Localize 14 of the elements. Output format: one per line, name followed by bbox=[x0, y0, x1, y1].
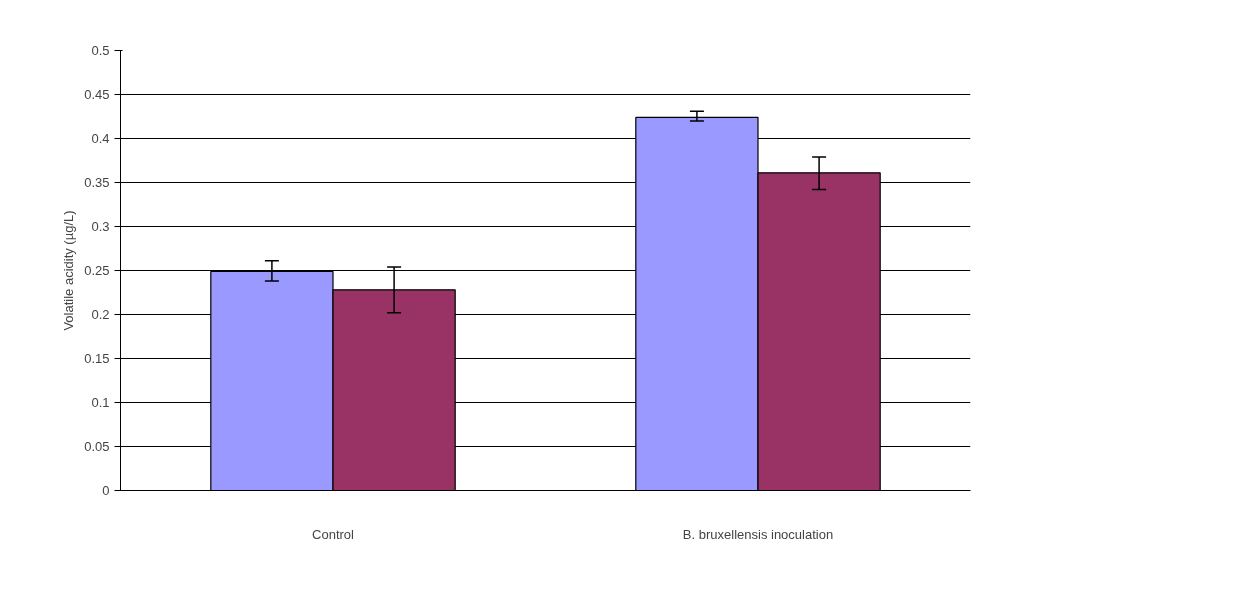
y-tick-label: 0.5 bbox=[91, 43, 110, 58]
y-tick-label: 0.2 bbox=[91, 307, 110, 322]
y-tick-label: 0.25 bbox=[84, 263, 110, 278]
y-tick-label: 0.1 bbox=[91, 395, 110, 410]
x-tick-label: B. bruxellensis inoculation bbox=[682, 526, 834, 542]
y-axis-title: Volatile acidity (µg/L) bbox=[61, 210, 77, 331]
y-tick-label: 0.3 bbox=[91, 219, 110, 234]
y-tick-label: 0.15 bbox=[84, 351, 110, 366]
y-tick-label: 0.45 bbox=[84, 87, 110, 102]
y-tick-label: 0 bbox=[102, 483, 110, 498]
x-tick-label: Control bbox=[312, 526, 355, 542]
y-tick-label: 0.05 bbox=[84, 439, 110, 454]
y-tick-label: 0.35 bbox=[84, 175, 110, 190]
y-tick-label: 0.4 bbox=[91, 131, 110, 146]
